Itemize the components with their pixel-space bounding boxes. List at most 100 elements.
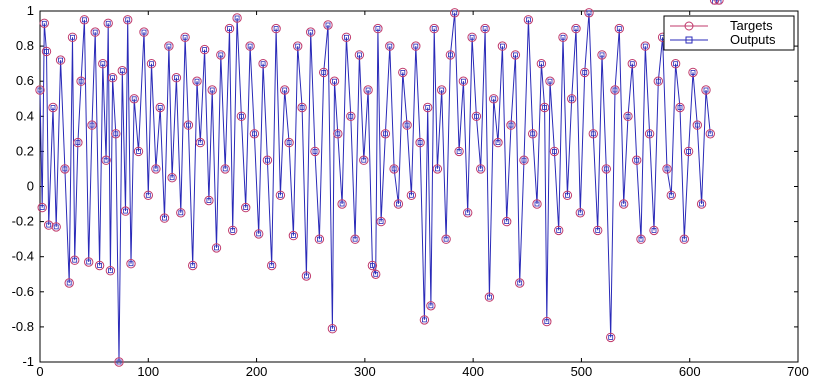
targets-marker	[188, 260, 198, 271]
outputs-marker	[612, 87, 618, 93]
outputs-marker	[125, 17, 131, 23]
outputs-marker	[447, 52, 453, 58]
y-tick-label: 1	[27, 3, 34, 18]
outputs-marker	[625, 113, 631, 119]
outputs-marker	[681, 236, 687, 242]
outputs-marker	[97, 263, 102, 268]
outputs-marker	[504, 219, 510, 225]
targets-marker	[528, 129, 538, 139]
targets-marker	[502, 216, 512, 227]
targets-marker	[632, 155, 642, 165]
outputs-marker	[209, 87, 215, 93]
outputs-marker	[339, 201, 345, 207]
outputs-marker	[428, 303, 434, 309]
outputs-marker	[214, 245, 219, 251]
targets-marker	[171, 73, 182, 83]
targets-marker	[683, 146, 694, 157]
targets-marker	[484, 292, 495, 302]
targets-marker	[373, 23, 383, 34]
y-tick-label: 0.4	[16, 108, 34, 123]
targets-marker	[284, 137, 294, 148]
outputs-marker	[373, 271, 379, 277]
targets-marker	[627, 59, 637, 69]
targets-marker	[523, 15, 534, 25]
targets-marker	[301, 271, 312, 281]
targets-marker	[297, 102, 307, 113]
targets-marker	[114, 357, 124, 367]
targets-marker	[129, 94, 139, 104]
outputs-marker	[110, 75, 115, 81]
targets-marker	[139, 27, 149, 37]
targets-marker	[519, 155, 529, 165]
targets-marker	[623, 111, 633, 122]
outputs-marker	[128, 261, 134, 267]
y-tick-label: -0.6	[12, 284, 34, 299]
outputs-marker	[586, 10, 592, 16]
outputs-marker	[123, 208, 128, 214]
targets-marker	[406, 190, 417, 201]
outputs-marker	[651, 227, 657, 233]
targets-marker	[164, 41, 174, 51]
targets-marker	[593, 225, 603, 236]
y-tick-label: -0.4	[12, 249, 34, 264]
outputs-marker	[149, 61, 154, 67]
targets-marker	[714, 0, 724, 5]
targets-marker	[415, 137, 425, 148]
x-tick-label: 100	[137, 364, 159, 378]
targets-marker	[319, 67, 329, 78]
x-tick-label: 400	[462, 364, 484, 378]
targets-marker	[232, 13, 242, 23]
outputs-marker	[569, 96, 575, 102]
targets-marker	[258, 59, 268, 69]
targets-marker	[597, 50, 607, 60]
outputs-marker	[699, 201, 704, 207]
outputs-marker	[408, 192, 414, 198]
outputs-marker	[608, 334, 614, 340]
outputs-marker	[629, 61, 635, 67]
targets-marker	[60, 164, 70, 174]
outputs-marker	[473, 113, 479, 119]
targets-marker	[48, 102, 58, 113]
x-tick-label: 600	[679, 364, 701, 378]
targets-marker	[571, 23, 581, 34]
targets-marker	[371, 269, 381, 279]
outputs-marker	[46, 222, 52, 228]
y-tick-label: 0.8	[16, 38, 34, 53]
outputs-marker	[234, 15, 240, 21]
outputs-marker	[482, 26, 488, 32]
targets-marker	[610, 85, 620, 95]
x-tick-label: 500	[571, 364, 593, 378]
outputs-marker	[348, 113, 354, 119]
outputs-marker	[707, 131, 713, 137]
outputs-marker	[303, 273, 309, 279]
outputs-marker	[238, 113, 244, 119]
outputs-marker	[141, 29, 147, 35]
targets-marker	[143, 190, 154, 201]
outputs-marker	[526, 17, 531, 23]
outputs-marker	[443, 236, 449, 242]
targets-marker	[385, 41, 395, 51]
outputs-marker	[530, 131, 536, 137]
targets-marker	[183, 120, 194, 130]
outputs-marker	[395, 201, 401, 207]
targets-marker	[398, 67, 408, 78]
outputs-marker	[92, 29, 98, 35]
targets-marker	[37, 202, 47, 213]
targets-marker	[402, 120, 412, 130]
targets-marker	[105, 266, 116, 276]
targets-marker	[337, 199, 347, 209]
targets-marker	[675, 102, 685, 113]
targets-marker	[393, 199, 404, 209]
y-tick-label: 0.6	[16, 73, 34, 88]
outputs-marker	[560, 34, 566, 40]
outputs-marker	[638, 236, 644, 242]
outputs-marker	[431, 26, 437, 32]
targets-marker	[437, 85, 447, 95]
targets-marker	[389, 164, 399, 174]
outputs-marker	[145, 192, 151, 198]
outputs-marker	[421, 317, 427, 323]
targets-marker	[640, 41, 650, 51]
outputs-marker	[70, 34, 75, 40]
legend-label: Targets	[730, 18, 773, 33]
targets-marker	[666, 190, 676, 201]
